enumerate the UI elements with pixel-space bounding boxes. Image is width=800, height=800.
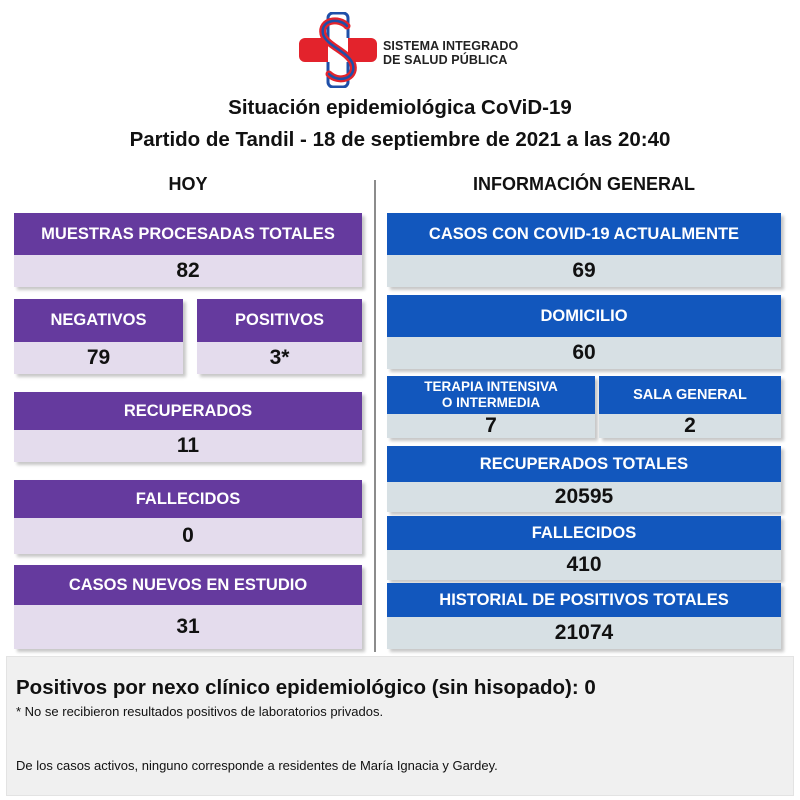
column-divider (374, 180, 376, 652)
casos-nuevos-card: CASOS NUEVOS EN ESTUDIO 31 (14, 565, 362, 649)
casos-nuevos-value: 31 (14, 605, 362, 649)
cross-s-logo-icon (299, 12, 377, 88)
negativos-card: NEGATIVOS 79 (14, 299, 183, 374)
org-name-line2: DE SALUD PÚBLICA (383, 53, 508, 67)
historial-label: HISTORIAL DE POSITIVOS TOTALES (387, 583, 781, 617)
recuperados-totales-value: 20595 (387, 482, 781, 512)
fallecidos-hoy-value: 0 (14, 518, 362, 554)
fallecidos-total-value: 410 (387, 550, 781, 580)
historial-value: 21074 (387, 617, 781, 649)
residents-note: De los casos activos, ninguno correspond… (16, 758, 498, 773)
terapia-label-line2: O INTERMEDIA (441, 395, 541, 410)
report-title: Situación epidemiológica CoViD-19 (228, 96, 572, 119)
muestras-card: MUESTRAS PROCESADAS TOTALES 82 (14, 213, 362, 287)
casos-actuales-label: CASOS CON COVID-19 ACTUALMENTE (387, 213, 781, 255)
casos-actuales-card: CASOS CON COVID-19 ACTUALMENTE 69 (387, 213, 781, 287)
sala-general-card: SALA GENERAL 2 (599, 376, 781, 438)
casos-actuales-value: 69 (387, 255, 781, 287)
positivos-value: 3* (197, 342, 362, 374)
positivos-card: POSITIVOS 3* (197, 299, 362, 374)
fallecidos-hoy-card: FALLECIDOS 0 (14, 480, 362, 554)
organization-name: SISTEMA INTEGRADO DE SALUD PÚBLICA (383, 39, 518, 67)
sala-general-label: SALA GENERAL (599, 376, 781, 414)
sala-general-value: 2 (599, 414, 781, 438)
fallecidos-hoy-label: FALLECIDOS (14, 480, 362, 518)
muestras-value: 82 (14, 255, 362, 287)
fallecidos-total-label: FALLECIDOS (387, 516, 781, 550)
report-subtitle: Partido de Tandil - 18 de septiembre de … (129, 128, 671, 151)
negativos-label: NEGATIVOS (14, 299, 183, 342)
recuperados-value: 11 (14, 430, 362, 462)
positivos-label: POSITIVOS (197, 299, 362, 342)
recuperados-totales-card: RECUPERADOS TOTALES 20595 (387, 446, 781, 512)
domicilio-label: DOMICILIO (387, 295, 781, 337)
terapia-value: 7 (387, 414, 595, 438)
muestras-label: MUESTRAS PROCESADAS TOTALES (14, 213, 362, 255)
negativos-value: 79 (14, 342, 183, 374)
casos-nuevos-label: CASOS NUEVOS EN ESTUDIO (14, 565, 362, 605)
recuperados-label: RECUPERADOS (14, 392, 362, 430)
footer-panel (6, 656, 794, 796)
domicilio-value: 60 (387, 337, 781, 369)
private-labs-note: * No se recibieron resultados positivos … (16, 704, 384, 719)
fallecidos-total-card: FALLECIDOS 410 (387, 516, 781, 580)
recuperados-card: RECUPERADOS 11 (14, 392, 362, 462)
terapia-label-line1: TERAPIA INTENSIVA (424, 379, 558, 395)
nexo-clinico-text: Positivos por nexo clínico epidemiológic… (16, 676, 596, 699)
org-name-line1: SISTEMA INTEGRADO (383, 39, 519, 53)
terapia-card: TERAPIA INTENSIVA O INTERMEDIA 7 (387, 376, 595, 438)
terapia-label: TERAPIA INTENSIVA O INTERMEDIA (387, 376, 595, 414)
historial-card: HISTORIAL DE POSITIVOS TOTALES 21074 (387, 583, 781, 649)
general-heading: INFORMACIÓN GENERAL (473, 174, 695, 194)
domicilio-card: DOMICILIO 60 (387, 295, 781, 369)
recuperados-totales-label: RECUPERADOS TOTALES (387, 446, 781, 482)
hoy-heading: HOY (168, 174, 208, 194)
